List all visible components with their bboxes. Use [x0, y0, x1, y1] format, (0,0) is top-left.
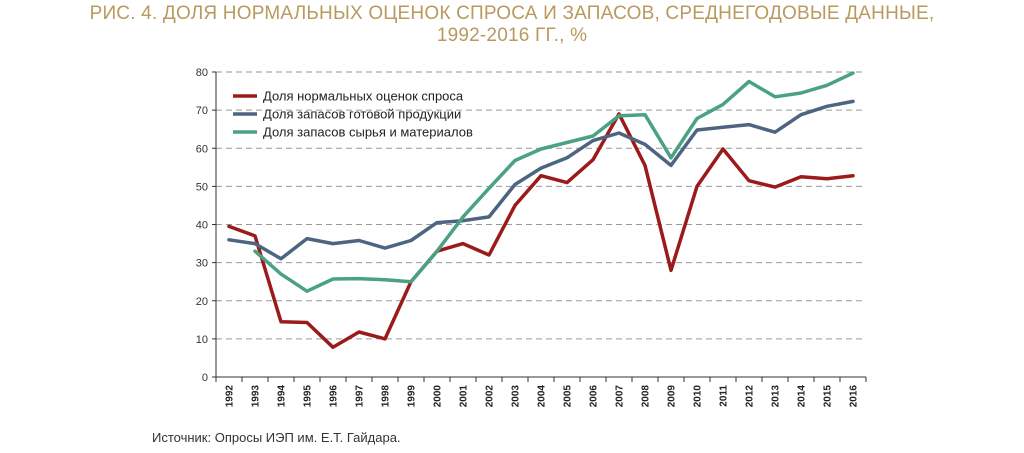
y-axis: 0 10 20 30 40 50 60 70 80 — [196, 67, 217, 384]
series-line — [227, 112, 855, 350]
x-tick-label: 2012 — [745, 385, 756, 408]
series-line — [253, 71, 855, 293]
x-tick-label: 1992 — [225, 385, 236, 408]
x-tick-label: 1993 — [251, 385, 262, 408]
x-tick-label: 2014 — [797, 385, 808, 408]
x-tick-label: 2010 — [693, 385, 704, 408]
x-tick-label: 2006 — [589, 385, 600, 408]
y-tick-label: 20 — [196, 296, 208, 308]
y-tick-label: 30 — [196, 258, 208, 270]
x-tick-label: 2011 — [719, 385, 730, 407]
x-tick-label: 2013 — [771, 385, 782, 408]
x-tick-label: 1999 — [407, 385, 418, 408]
chart-title-line-1: РИС. 4. ДОЛЯ НОРМАЛЬНЫХ ОЦЕНОК СПРОСА И … — [89, 3, 935, 24]
x-tick-label: 1996 — [329, 385, 340, 408]
legend-label: Доля запасов готовой продукции — [263, 107, 461, 122]
legend: Доля нормальных оценок спроса Доля запасо… — [233, 89, 473, 140]
x-tick-label: 2001 — [459, 385, 470, 408]
y-tick-label: 80 — [196, 67, 208, 79]
x-tick-label: 2000 — [433, 385, 444, 408]
y-tick-label: 50 — [196, 181, 208, 193]
legend-label: Доля запасов сырья и материалов — [263, 125, 473, 140]
x-tick-label: 2005 — [563, 385, 574, 408]
series-lines — [227, 71, 855, 350]
x-tick-label: 2016 — [849, 385, 860, 408]
y-tick-label: 70 — [196, 105, 208, 117]
x-tick-label: 2002 — [485, 385, 496, 408]
source-note: Источник: Опросы ИЭП им. Е.Т. Гайдара. — [152, 430, 401, 445]
chart-title-line-2: 1992-2016 ГГ., % — [436, 25, 588, 46]
y-tick-label: 10 — [196, 334, 208, 346]
x-tick-label: 1994 — [277, 385, 288, 408]
x-tick-label: 2004 — [537, 385, 548, 408]
chart-title: РИС. 4. ДОЛЯ НОРМАЛЬНЫХ ОЦЕНОК СПРОСА И … — [0, 3, 1024, 47]
x-tick-label: 2009 — [667, 385, 678, 408]
x-tick-label: 2015 — [823, 385, 834, 408]
x-tick-label: 1995 — [303, 385, 314, 408]
series-line — [227, 99, 855, 261]
x-tick-label: 2008 — [641, 385, 652, 408]
legend-label: Доля нормальных оценок спроса — [263, 89, 464, 104]
x-tick-label: 2003 — [511, 385, 522, 408]
grid-lines — [216, 71, 866, 340]
x-tick-label: 1997 — [355, 385, 366, 408]
x-tick-label: 1998 — [381, 385, 392, 408]
x-tick-label: 2007 — [615, 385, 626, 408]
x-axis: 1992 1993 1994 1995 1996 1997 1998 1999 2000 2001… — [215, 376, 867, 408]
y-tick-label: 40 — [196, 220, 208, 232]
y-tick-label: 0 — [202, 372, 208, 384]
y-tick-label: 60 — [196, 143, 208, 155]
